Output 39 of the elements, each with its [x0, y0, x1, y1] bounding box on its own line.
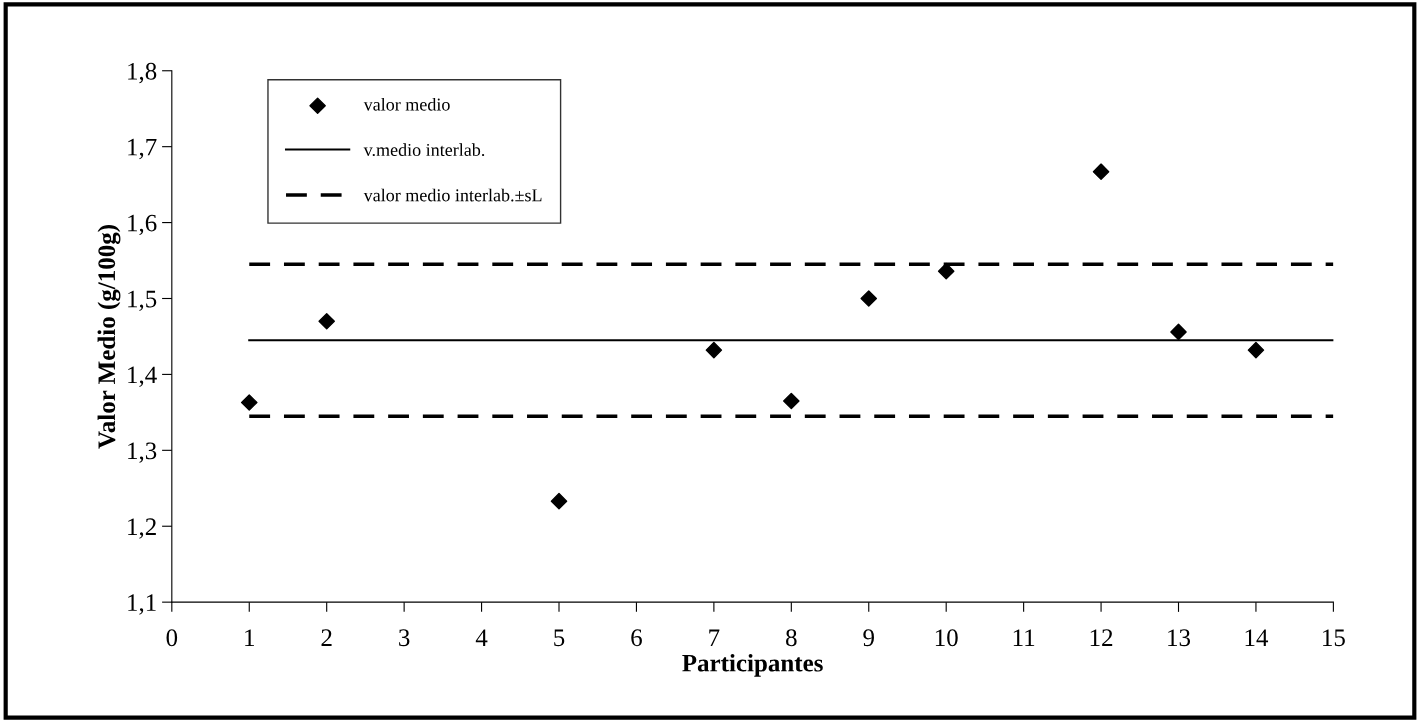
x-axis-title: Participantes	[682, 653, 823, 677]
x-tick-label: 5	[554, 629, 565, 647]
y-tick-label: 1,8	[128, 62, 157, 84]
legend-label: valor medio	[363, 97, 450, 111]
y-tick-label: 1,2	[128, 518, 156, 539]
x-tick-label: 4	[475, 629, 488, 646]
x-tick-label: 9	[863, 629, 874, 647]
x-tick-label: 14	[1245, 629, 1269, 646]
x-tick-label: 13	[1168, 629, 1191, 647]
point	[240, 394, 258, 411]
x-tick-label: 11	[1013, 629, 1035, 646]
y-tick-label: 1,4	[128, 366, 157, 387]
x-tick-label: 7	[709, 629, 720, 646]
y-tick-label: 1,3	[128, 442, 157, 463]
point	[705, 341, 723, 359]
x-tick-label: 10	[935, 629, 958, 647]
point	[1092, 163, 1110, 181]
point	[937, 262, 955, 280]
x-tick-label: 15	[1323, 629, 1345, 647]
y-tick-label: 1,1	[128, 594, 156, 615]
point	[783, 392, 800, 410]
x-tick-label: 6	[631, 629, 642, 647]
x-tick-label: 1	[245, 629, 255, 646]
legend-label: v.medio interlab.	[363, 143, 485, 157]
point	[318, 312, 335, 330]
y-axis-title: Valor Medio (g/100g)	[97, 225, 121, 449]
x-tick-label: 2	[321, 629, 332, 646]
legend-label: valor medio interlab.±sL	[363, 188, 542, 202]
x-tick-label: 12	[1090, 629, 1113, 646]
x-tick-label: 0	[166, 629, 178, 647]
point	[1170, 323, 1187, 341]
y-tick-label: 1,6	[128, 214, 157, 236]
point	[860, 290, 878, 307]
point	[550, 492, 568, 510]
x-tick-label: 8	[786, 629, 797, 647]
y-tick-label: 1,5	[128, 290, 157, 312]
y-tick-label: 1,7	[128, 138, 157, 160]
point	[1247, 341, 1265, 359]
x-tick-label: 3	[399, 629, 410, 647]
